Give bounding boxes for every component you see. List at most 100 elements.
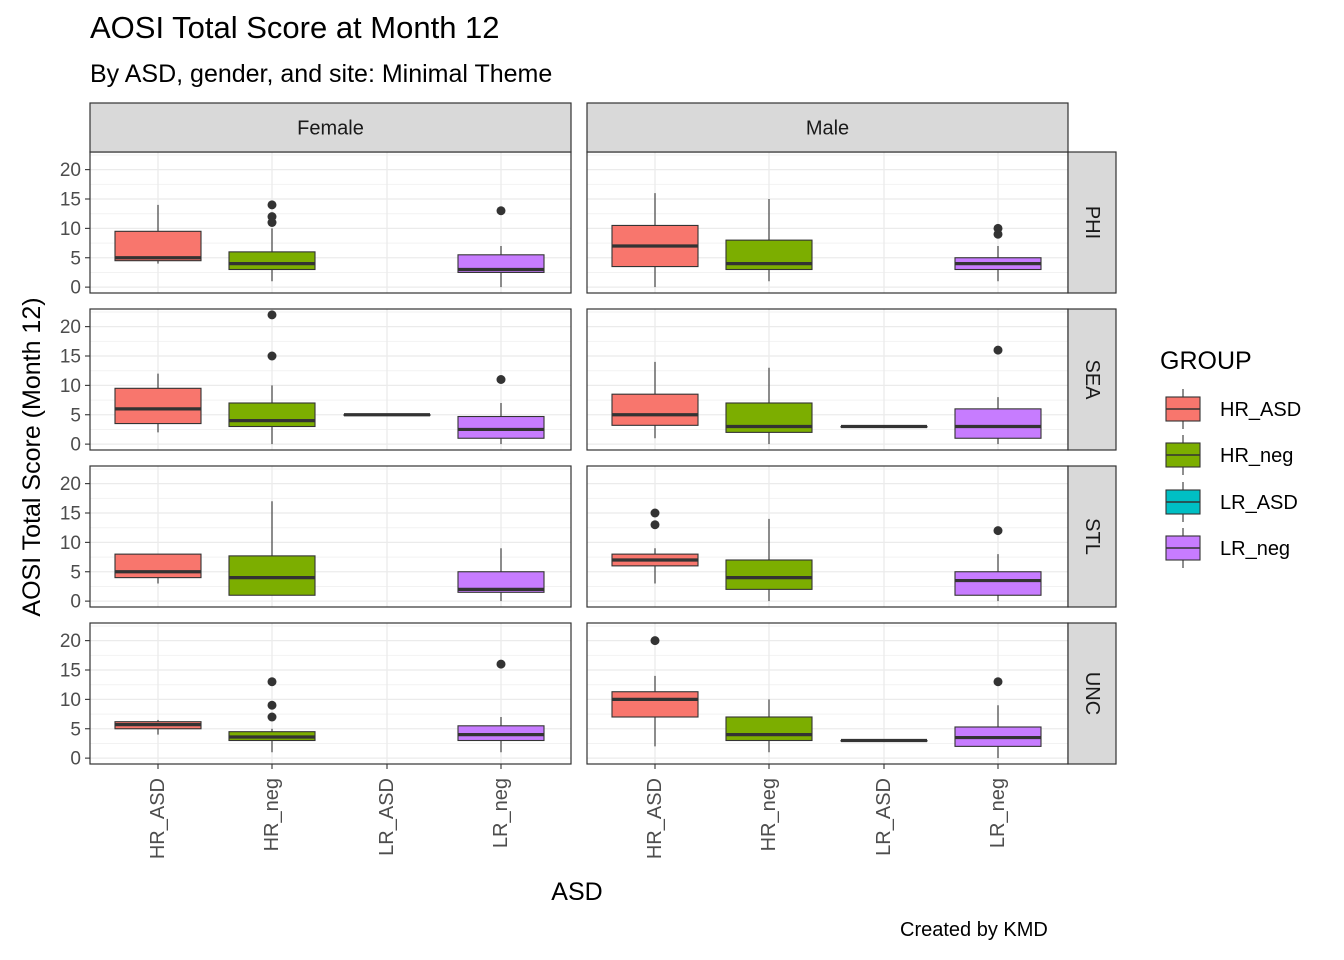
box-LR_neg bbox=[954, 223, 1042, 282]
box-body bbox=[457, 415, 545, 439]
box-LR_neg bbox=[457, 659, 545, 753]
y-tick-label: 20 bbox=[60, 160, 81, 181]
box-HR_ASD bbox=[611, 361, 699, 439]
box-HR_neg bbox=[228, 200, 316, 282]
chart-subtitle: By ASD, gender, and site: Minimal Theme bbox=[90, 60, 553, 88]
legend-title: GROUP bbox=[1160, 347, 1252, 375]
box-HR_ASD bbox=[114, 204, 202, 264]
box-LR_neg bbox=[457, 375, 545, 445]
outlier-point bbox=[267, 712, 277, 722]
y-tick-label: 5 bbox=[70, 562, 81, 583]
box-body bbox=[725, 716, 813, 742]
box-body bbox=[725, 559, 813, 590]
y-axis-title: AOSI Total Score (Month 12) bbox=[18, 297, 46, 616]
outlier-point bbox=[993, 223, 1003, 233]
outlier-point bbox=[650, 508, 660, 518]
y-tick-label: 15 bbox=[60, 347, 81, 368]
outlier-point bbox=[496, 206, 506, 216]
y-tick-label: 0 bbox=[70, 749, 81, 770]
box-body bbox=[228, 555, 316, 596]
outlier-point bbox=[267, 310, 277, 320]
box-LR_ASD bbox=[343, 413, 431, 417]
y-tick-label: 15 bbox=[60, 504, 81, 525]
x-tick-label: HR_ASD bbox=[147, 778, 169, 859]
box-body bbox=[114, 387, 202, 425]
y-tick-label: 15 bbox=[60, 661, 81, 682]
facet-label-sea: SEA bbox=[1081, 359, 1103, 400]
box-body bbox=[611, 691, 699, 718]
box-body bbox=[114, 230, 202, 262]
y-tick-label: 10 bbox=[60, 219, 81, 240]
facet-label-male: Male bbox=[806, 118, 849, 140]
x-tick-label: LR_ASD bbox=[376, 778, 398, 856]
panel-background bbox=[587, 152, 1068, 293]
y-tick-label: 20 bbox=[60, 631, 81, 652]
outlier-point bbox=[267, 677, 277, 687]
box-HR_ASD bbox=[114, 719, 202, 735]
box-LR_neg bbox=[954, 526, 1042, 602]
legend-label: LR_ASD bbox=[1220, 492, 1298, 514]
facet-strip-top bbox=[89, 102, 572, 153]
panel-background bbox=[90, 623, 571, 764]
y-tick-label: 15 bbox=[60, 190, 81, 211]
box-HR_neg bbox=[725, 699, 813, 753]
y-tick-label: 10 bbox=[60, 533, 81, 554]
x-tick-label: LR_neg bbox=[987, 778, 1009, 848]
box-LR_neg bbox=[954, 345, 1042, 445]
x-tick-label: HR_ASD bbox=[644, 778, 666, 859]
box-LR_neg bbox=[457, 548, 545, 602]
outlier-point bbox=[993, 677, 1003, 687]
outlier-point bbox=[993, 345, 1003, 355]
box-body bbox=[611, 393, 699, 426]
y-tick-label: 0 bbox=[70, 592, 81, 613]
y-tick-label: 0 bbox=[70, 278, 81, 299]
facet-strip-right bbox=[1067, 308, 1117, 451]
outlier-point bbox=[267, 700, 277, 710]
y-tick-label: 20 bbox=[60, 317, 81, 338]
box-body bbox=[114, 553, 202, 579]
outlier-point bbox=[267, 200, 277, 210]
x-tick-label: LR_neg bbox=[490, 778, 512, 848]
facet-label-female: Female bbox=[297, 118, 364, 140]
box-HR_neg bbox=[228, 677, 316, 753]
facet-label-phi: PHI bbox=[1081, 206, 1103, 239]
legend-item-LR_ASD bbox=[1165, 482, 1201, 522]
outlier-point bbox=[267, 212, 277, 222]
box-body bbox=[228, 251, 316, 271]
panel-border bbox=[89, 465, 572, 608]
box-body bbox=[457, 571, 545, 593]
box-HR_neg bbox=[725, 367, 813, 445]
box-body bbox=[954, 571, 1042, 596]
box-HR_ASD bbox=[611, 636, 699, 747]
outlier-point bbox=[496, 659, 506, 669]
facet-strip-top bbox=[586, 102, 1069, 153]
outlier-point bbox=[650, 520, 660, 530]
y-tick-label: 5 bbox=[70, 248, 81, 269]
outlier-point bbox=[650, 636, 660, 646]
facet-label-unc: UNC bbox=[1081, 672, 1103, 715]
panel-border bbox=[89, 622, 572, 765]
legend-label: HR_ASD bbox=[1220, 399, 1301, 421]
legend-item-HR_neg bbox=[1165, 435, 1201, 475]
y-tick-label: 10 bbox=[60, 690, 81, 711]
box-HR_ASD bbox=[611, 193, 699, 288]
legend-item-LR_neg bbox=[1165, 528, 1201, 568]
x-tick-label: HR_neg bbox=[261, 778, 283, 851]
x-axis-title: ASD bbox=[551, 878, 602, 906]
y-tick-label: 20 bbox=[60, 474, 81, 495]
outlier-point bbox=[993, 526, 1003, 536]
box-HR_neg bbox=[725, 518, 813, 602]
facet-label-stl: STL bbox=[1081, 518, 1103, 555]
box-HR_ASD bbox=[114, 553, 202, 584]
legend-label: LR_neg bbox=[1220, 538, 1290, 560]
facet-strip-right bbox=[1067, 622, 1117, 765]
x-tick-label: HR_neg bbox=[758, 778, 780, 851]
legend-item-HR_ASD bbox=[1165, 389, 1201, 429]
facet-strip-right bbox=[1067, 465, 1117, 608]
box-LR_ASD bbox=[840, 424, 928, 429]
box-LR_neg bbox=[954, 677, 1042, 759]
box-LR_neg bbox=[457, 206, 545, 288]
x-tick-label: LR_ASD bbox=[873, 778, 895, 856]
box-HR_ASD bbox=[611, 508, 699, 584]
